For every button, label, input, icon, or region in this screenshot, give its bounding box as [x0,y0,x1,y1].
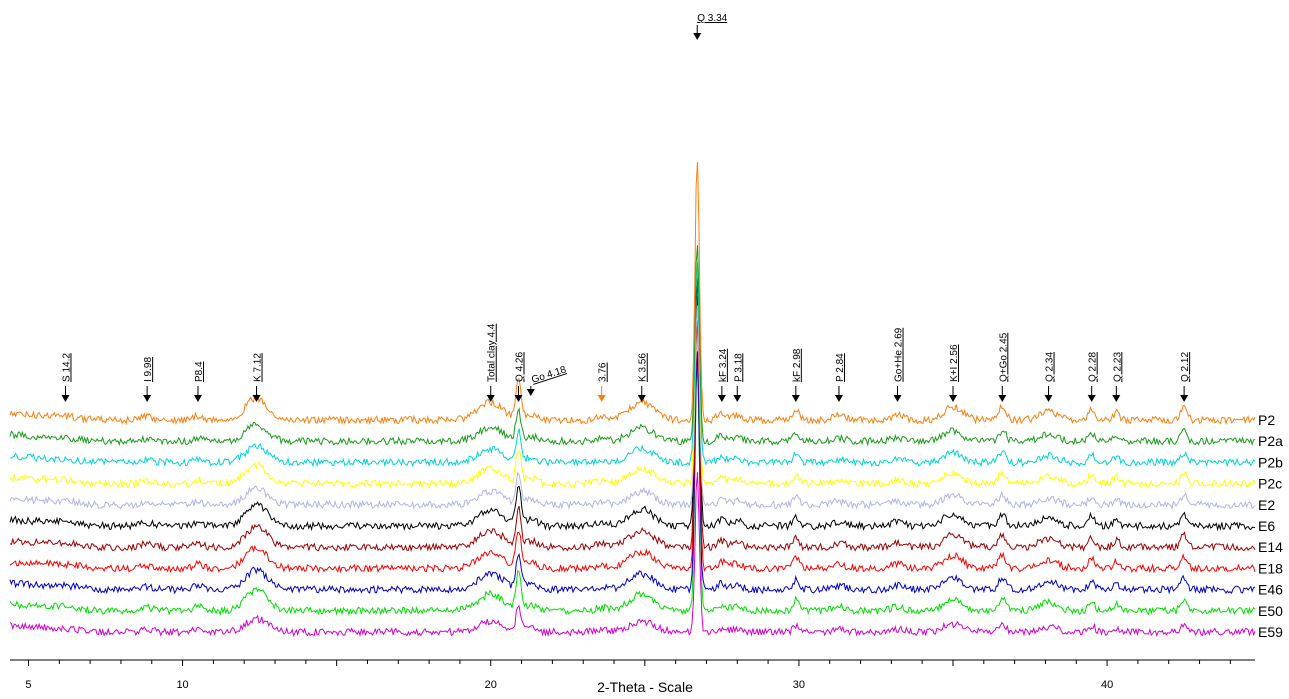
series-label-p2: P2 [1258,412,1275,428]
x-tick-label: 10 [176,679,188,691]
x-axis: 5 10 20 30 40 [10,659,1255,691]
annotation-arrow-head [1044,395,1053,402]
peak-annotation: S 14.2 [61,353,72,402]
annotation-arrow-head [1112,395,1121,402]
annotation-label: Q 2.23 [1112,352,1123,382]
peak-annotation: Q 2.28 [1087,352,1099,402]
series-label-e59: E59 [1258,624,1283,640]
x-axis-title: 2-Theta - Scale [597,679,693,695]
annotation-label: Q 2.34 [1045,352,1056,382]
annotation-arrow-head [526,389,535,396]
peak-annotation: Go+He 2.69 [893,327,905,402]
peak-annotation: P 3.18 [733,353,744,402]
annotation-label: K 3.56 [638,353,649,382]
peak-annotation: K+I 2.56 [948,344,960,402]
peak-annotation: K 7.12 [252,353,264,402]
peak-annotation: kF 3.24 [717,348,729,402]
peak-annotation: P8.4 [193,361,205,402]
series-label-p2a: P2a [1258,433,1283,449]
annotation-label: Go 4.18 [530,364,568,386]
annotation-label: K 7.12 [253,353,264,382]
x-tick-label: 5 [25,679,31,691]
annotation-label: Q+Go 2.45 [998,332,1009,382]
trace-p2a [9,245,1256,447]
trace-e18 [9,320,1256,574]
series-label-p2b: P2b [1258,454,1283,470]
peak-annotation: Q 3.34 [693,13,728,40]
annotation-label: P8.4 [194,361,205,382]
annotation-arrow-head [733,395,742,402]
x-tick-label: 20 [485,679,497,691]
peak-annotation: kF 2.98 [791,348,803,402]
annotation-arrow-head [61,395,70,402]
annotation-arrow-head [893,395,902,402]
annotation-arrow-head [693,33,702,40]
series-label-e6: E6 [1258,518,1275,534]
annotation-label: I 9.98 [143,357,154,382]
annotation-label: S 14.2 [61,353,72,382]
annotation-arrow-head [252,395,261,402]
annotation-arrow-head [791,395,800,402]
trace-p2b [9,262,1256,468]
annotation-label: Q 3.34 [697,13,727,24]
peak-annotation: Total clay 4.4 [486,323,498,402]
peak-annotation: K 3.56 [637,353,649,402]
trace-e46 [9,351,1256,595]
annotation-label: kF 2.98 [792,348,803,382]
annotation-arrow-head [834,395,843,402]
peak-annotation: Q+Go 2.45 [998,332,1009,402]
annotation-arrow-head [486,395,495,402]
series-label-e2: E2 [1258,497,1275,513]
peak-annotation: I 9.98 [143,357,154,402]
series-label-e18: E18 [1258,560,1283,576]
annotation-arrow-head [143,395,152,402]
annotation-label: 3.76 [598,362,609,382]
annotation-arrow-head [597,395,606,402]
x-tick-label: 40 [1101,679,1113,691]
annotation-arrow-head [193,395,202,402]
diffraction-traces [9,161,1256,637]
series-label-e14: E14 [1258,539,1283,555]
annotation-label: P 2.84 [835,353,846,382]
peak-annotation: Go 4.18 [526,364,568,396]
annotation-label: Q 2.12 [1180,352,1191,382]
peak-annotation: Q 4.26 [514,352,525,402]
trace-e14 [9,295,1256,553]
peak-annotation: Q 2.12 [1180,352,1191,402]
x-tick-label: 30 [793,679,805,691]
annotation-arrow-head [1087,395,1096,402]
peak-annotations: S 14.2 I 9.98 P8.4 K 7.12 Total clay 4.4 Q 4.… [61,13,1191,402]
trace-p2 [9,161,1256,426]
annotation-label: kF 3.24 [718,348,729,382]
annotation-arrow-head [948,395,957,402]
series-label-e50: E50 [1258,603,1283,619]
trace-e2 [9,305,1256,511]
annotation-label: Q 2.28 [1088,352,1099,382]
annotation-arrow-head [717,395,726,402]
peak-annotation: 3.76 [597,362,609,402]
annotation-arrow-head [1180,395,1189,402]
annotation-label: Go+He 2.69 [894,327,905,382]
trace-e50 [9,363,1256,616]
trace-p2c [9,261,1256,489]
annotation-label: P 3.18 [733,353,744,382]
series-label-p2c: P2c [1258,476,1282,492]
trace-e6 [9,277,1256,532]
annotation-label: K+I 2.56 [949,344,960,382]
annotation-arrow-head [998,395,1007,402]
peak-annotation: Q 2.23 [1112,352,1123,402]
series-labels: E59 E50 E46 E18 E14 E6 E2 P2c P2b P2a P2 [1258,412,1283,640]
annotation-label: Total clay 4.4 [487,323,498,382]
peak-annotation: Q 2.34 [1044,352,1056,402]
annotation-arrow-head [514,395,523,402]
annotation-label: Q 4.26 [514,352,525,382]
series-label-e46: E46 [1258,582,1283,598]
peak-annotation: P 2.84 [834,353,846,402]
trace-e59 [9,472,1256,637]
annotation-arrow-head [637,395,646,402]
